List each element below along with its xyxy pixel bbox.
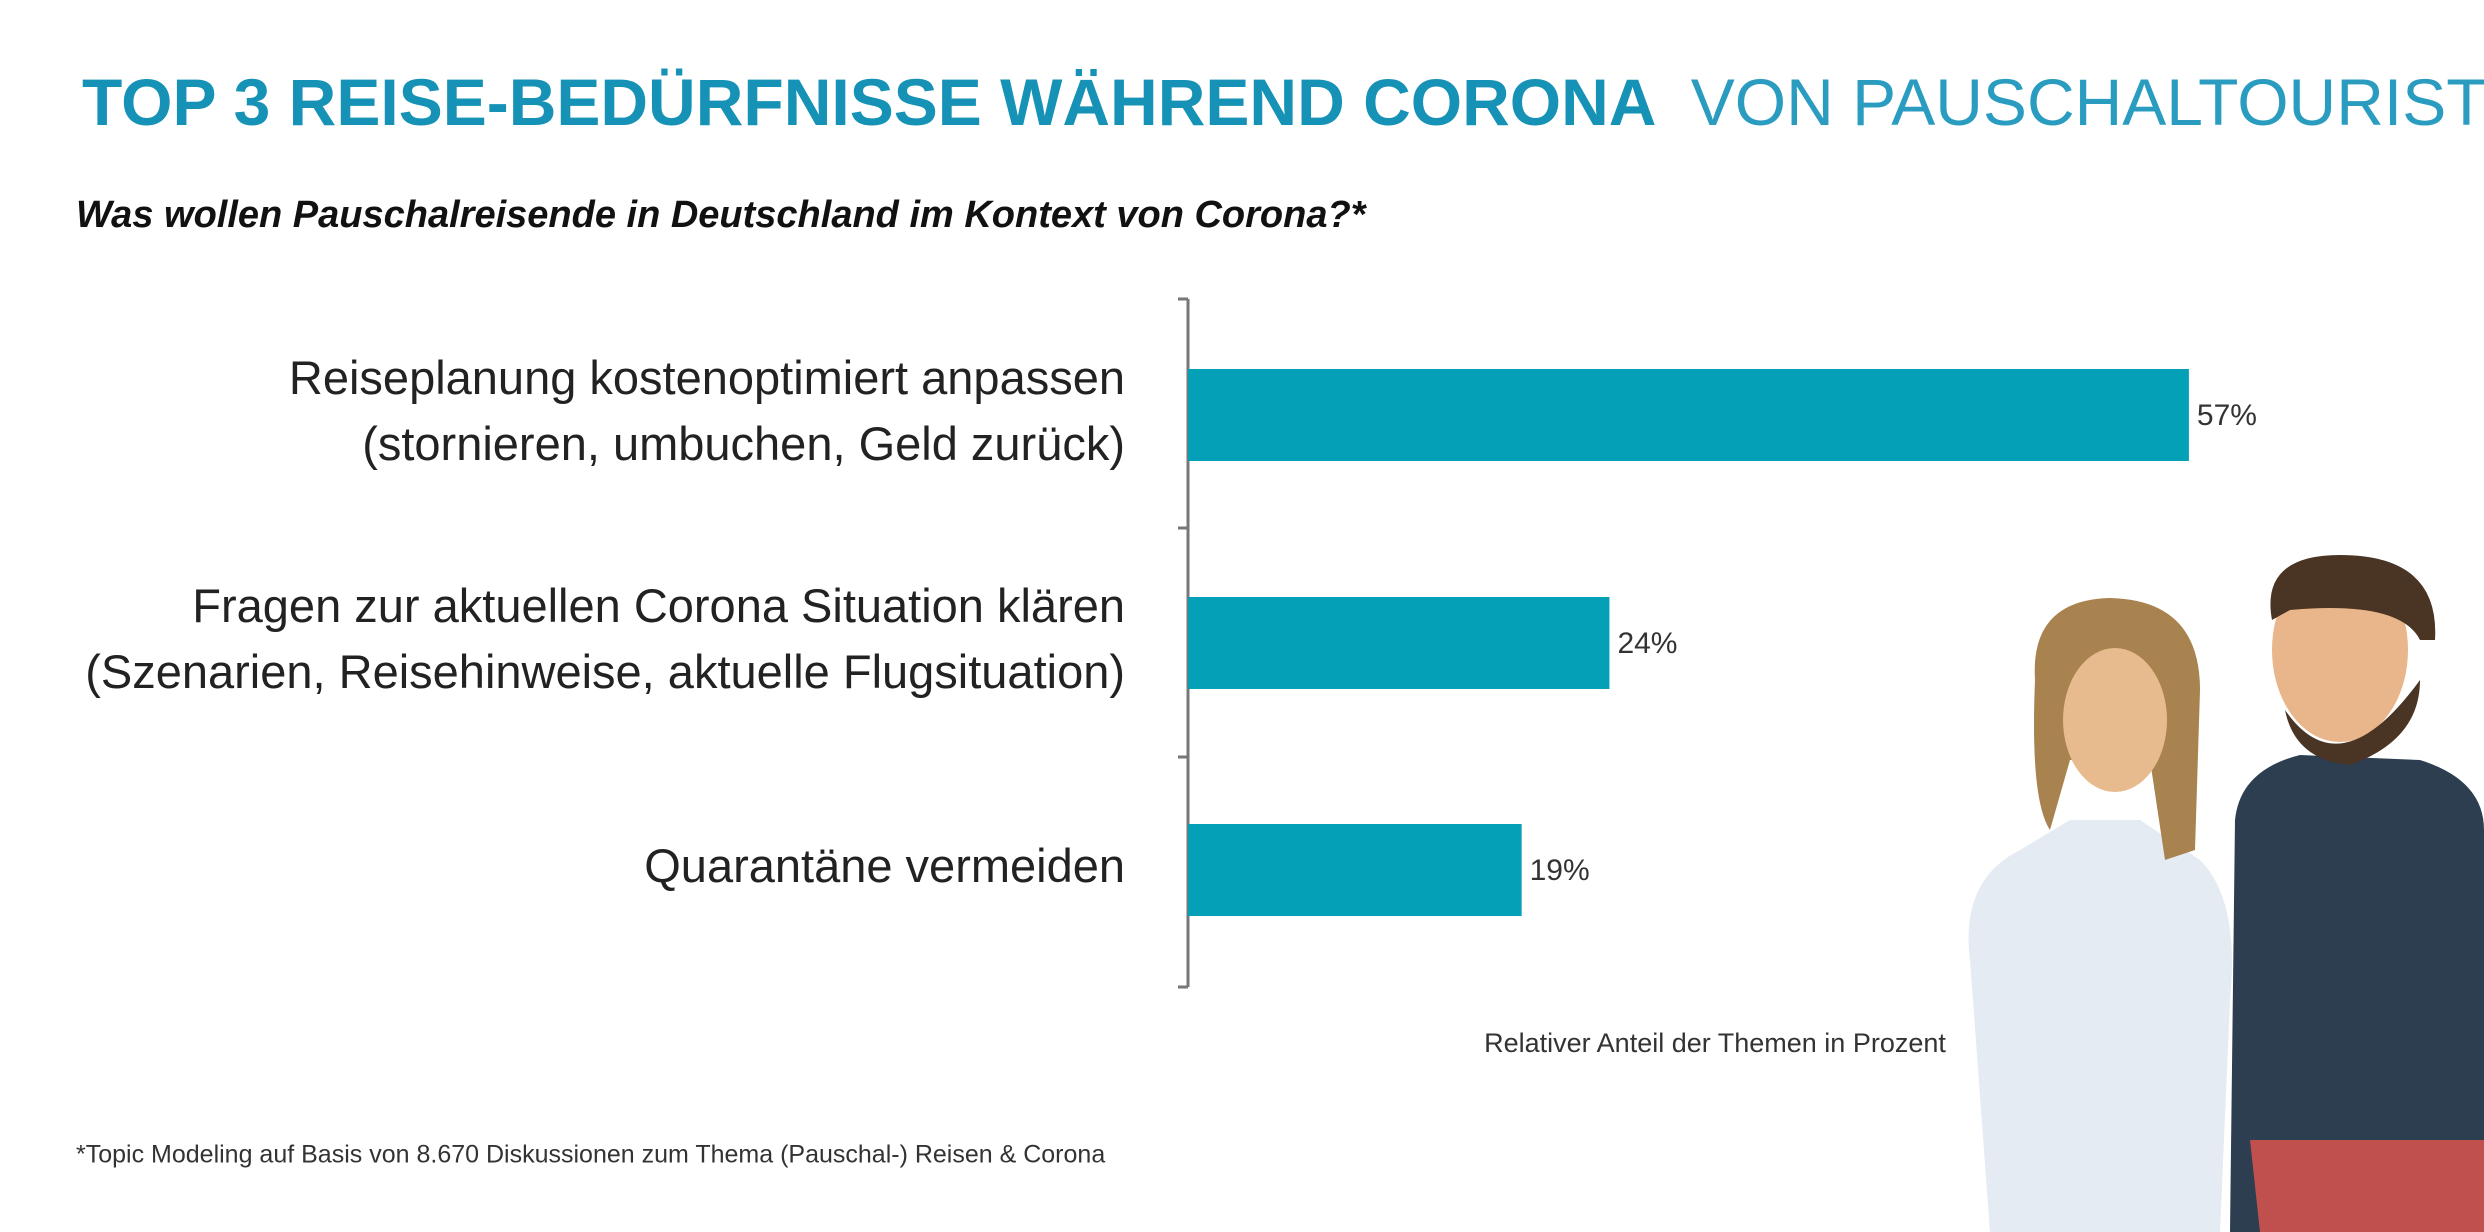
value-label: 19% xyxy=(1530,854,1590,887)
category-label: Reiseplanung kostenoptimiert anpassen (st… xyxy=(289,351,1125,470)
footnote: *Topic Modeling auf Basis von 8.670 Disk… xyxy=(76,1141,1105,1169)
woman-body xyxy=(1968,820,2232,1232)
man-beard xyxy=(2285,680,2420,765)
man-body xyxy=(2230,755,2484,1232)
category-line: (Szenarien, Reisehinweise, aktuelle Flug… xyxy=(85,645,1125,698)
man-shorts xyxy=(2250,1140,2484,1232)
value-label: 24% xyxy=(1617,627,1677,660)
subtitle: Was wollen Pauschalreisende in Deutschla… xyxy=(76,194,1368,236)
title-light: VON PAUSCHALTOURISTEN xyxy=(1691,65,2484,139)
woman-face xyxy=(2063,648,2167,792)
illustration xyxy=(1968,555,2484,1232)
bar xyxy=(1188,824,1522,916)
bar xyxy=(1188,369,2189,461)
man-hair xyxy=(2270,555,2436,640)
category-line: (stornieren, umbuchen, Geld zurück) xyxy=(362,417,1125,470)
x-axis-label: Relativer Anteil der Themen in Prozent xyxy=(1484,1028,1946,1058)
title-bold: TOP 3 REISE-BEDÜRFNISSE WÄHREND CORONA xyxy=(82,65,1656,139)
category-label: Quarantäne vermeiden xyxy=(644,839,1125,892)
chart-title: TOP 3 REISE-BEDÜRFNISSE WÄHREND CORONA V… xyxy=(82,65,2484,139)
category-label: Fragen zur aktuellen Corona Situation kl… xyxy=(85,579,1125,698)
category-axis xyxy=(1178,297,1190,989)
category-line: Quarantäne vermeiden xyxy=(644,839,1125,892)
value-label: 57% xyxy=(2197,399,2257,432)
category-line: Fragen zur aktuellen Corona Situation kl… xyxy=(192,579,1125,632)
bar xyxy=(1188,597,1610,689)
category-line: Reiseplanung kostenoptimiert anpassen xyxy=(289,351,1125,404)
